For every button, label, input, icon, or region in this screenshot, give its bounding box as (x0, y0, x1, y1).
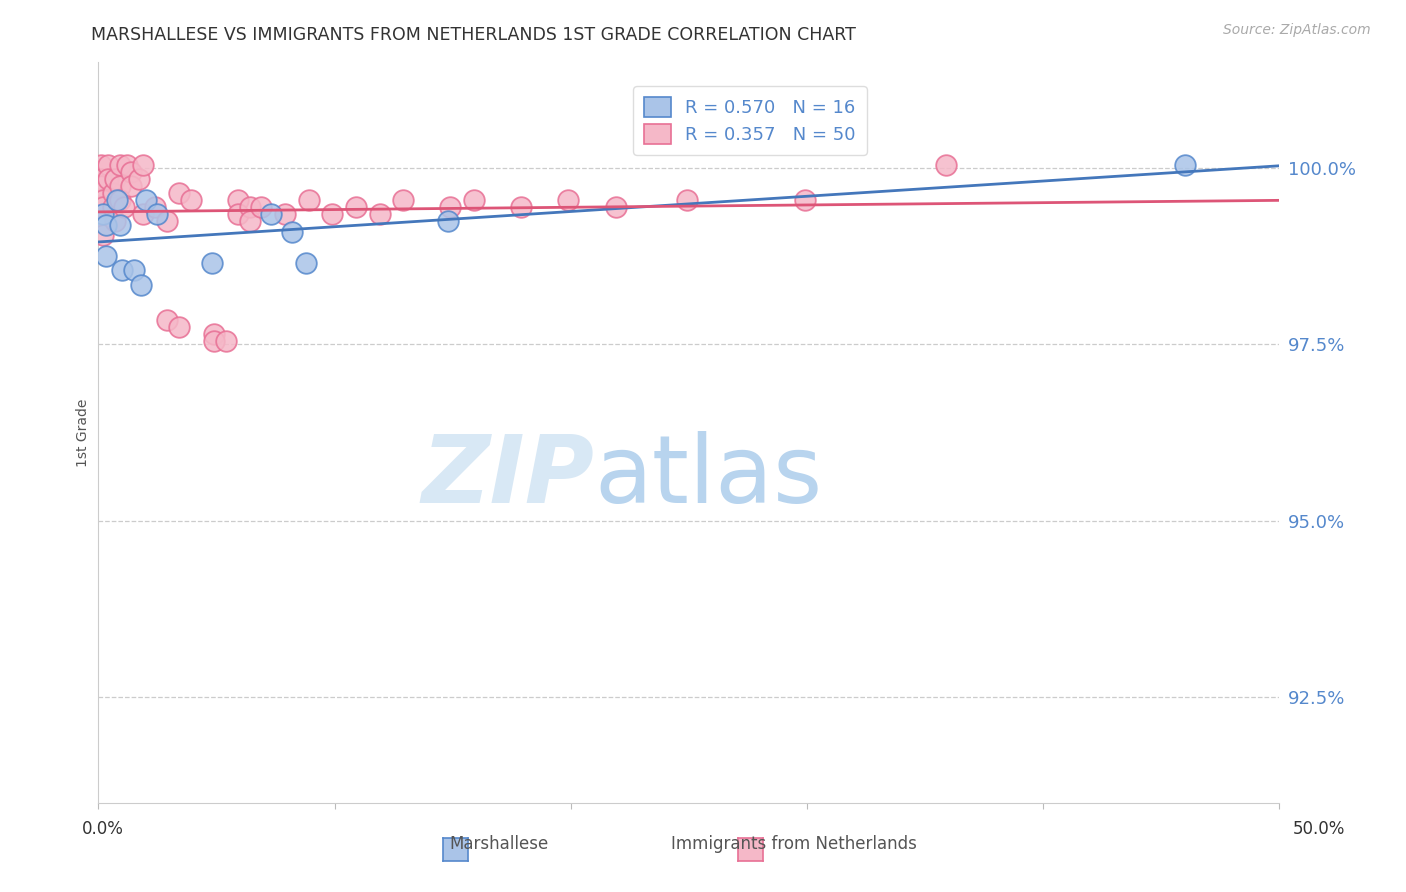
Point (298, 193, 321, 207)
Point (250, 200, 273, 214)
Point (91, 200, 114, 214)
Point (97, 158, 120, 172)
Point (368, 207, 391, 221)
Point (295, 256, 318, 270)
Point (437, 214, 460, 228)
Point (129, 277, 152, 292)
Point (108, 178, 131, 193)
Point (122, 263, 145, 277)
Point (108, 193, 131, 207)
Point (202, 326, 225, 341)
Point (101, 200, 124, 214)
Point (105, 193, 128, 207)
Point (226, 207, 249, 221)
Point (104, 214, 127, 228)
Point (121, 165, 143, 179)
Point (90, 178, 112, 193)
Point (156, 313, 179, 327)
Point (143, 200, 166, 214)
Text: ZIP: ZIP (422, 431, 595, 523)
Point (108, 218, 131, 232)
Point (121, 178, 143, 193)
Point (439, 200, 461, 214)
Point (226, 193, 249, 207)
Point (793, 193, 815, 207)
Point (156, 214, 179, 228)
Point (94, 218, 117, 232)
Point (167, 319, 190, 334)
Point (135, 193, 157, 207)
Text: Source: ZipAtlas.com: Source: ZipAtlas.com (1223, 23, 1371, 37)
Point (180, 193, 202, 207)
Point (274, 207, 297, 221)
Point (128, 171, 150, 186)
Point (201, 256, 224, 270)
Text: 50.0%: 50.0% (1292, 820, 1346, 838)
Point (239, 200, 262, 214)
Point (90, 171, 112, 186)
Point (202, 334, 225, 348)
Point (463, 193, 485, 207)
Legend: R = 0.570   N = 16, R = 0.357   N = 50: R = 0.570 N = 16, R = 0.357 N = 50 (633, 87, 866, 155)
Point (1174, 158, 1197, 172)
Point (935, 158, 957, 172)
Point (90, 158, 112, 172)
Point (510, 200, 533, 214)
Point (111, 263, 134, 277)
Point (344, 200, 367, 214)
Text: Immigrants from Netherlands: Immigrants from Netherlands (672, 835, 917, 853)
Point (239, 214, 262, 228)
Point (108, 158, 131, 172)
Point (321, 207, 343, 221)
Point (101, 186, 124, 200)
Point (675, 193, 697, 207)
Point (132, 158, 155, 172)
Point (112, 200, 135, 214)
Point (146, 207, 169, 221)
Point (94, 249, 117, 263)
Point (392, 193, 415, 207)
Point (132, 207, 155, 221)
Point (104, 171, 127, 186)
Point (97, 171, 120, 186)
Text: Marshallese: Marshallese (450, 835, 548, 853)
Point (557, 193, 579, 207)
Point (260, 207, 283, 221)
Point (167, 186, 190, 200)
Text: atlas: atlas (595, 431, 823, 523)
Text: 0.0%: 0.0% (82, 820, 124, 838)
Point (91, 207, 114, 221)
Point (91, 228, 114, 243)
Point (215, 334, 238, 348)
Point (115, 158, 138, 172)
Point (281, 225, 304, 239)
Text: MARSHALLESE VS IMMIGRANTS FROM NETHERLANDS 1ST GRADE CORRELATION CHART: MARSHALLESE VS IMMIGRANTS FROM NETHERLAN… (91, 26, 856, 44)
Point (605, 200, 627, 214)
Point (91, 193, 114, 207)
Y-axis label: 1st Grade: 1st Grade (76, 399, 90, 467)
